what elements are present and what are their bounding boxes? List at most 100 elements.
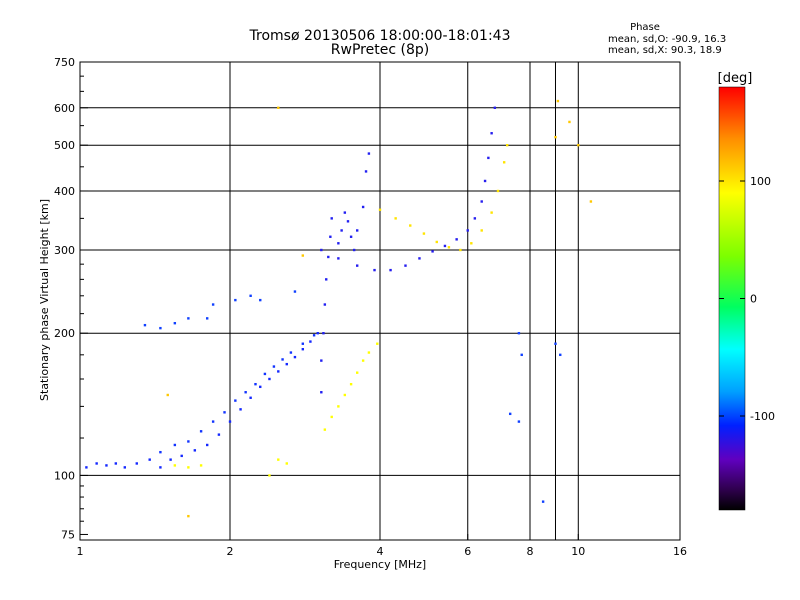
data-point <box>394 217 397 220</box>
data-point <box>378 208 382 211</box>
data-point <box>211 420 215 423</box>
phase-stats-x: mean, sd,X: 90.3, 18.9 <box>608 45 722 56</box>
data-point <box>418 257 421 260</box>
data-point <box>95 462 98 465</box>
y-axis-label: Stationary phase Virtual Height [km] <box>38 199 51 401</box>
y-axis-ticks: 75 100 200 300 400 500 600 750 <box>54 56 88 541</box>
data-point <box>234 399 237 402</box>
colorbar-tick-label: -100 <box>750 410 775 423</box>
data-point <box>349 382 353 386</box>
data-point <box>199 430 203 433</box>
data-point <box>343 393 347 397</box>
data-point <box>268 474 271 477</box>
x-tick-label: 2 <box>227 545 234 558</box>
data-point <box>239 408 242 411</box>
phase-stats-o: mean, sd,O: -90.9, 16.3 <box>608 34 726 45</box>
data-point <box>259 385 262 389</box>
y-tick-label: 200 <box>54 327 75 340</box>
data-point <box>337 257 340 260</box>
x-tick-label: 8 <box>527 545 534 558</box>
data-point <box>343 211 347 214</box>
data-point <box>173 464 177 467</box>
data-point <box>187 317 190 320</box>
data-point <box>470 242 473 245</box>
data-point <box>337 242 340 245</box>
data-point <box>309 340 312 343</box>
data-point <box>205 317 209 320</box>
data-point <box>85 466 88 469</box>
data-point <box>187 514 190 518</box>
data-point <box>367 351 371 354</box>
data-point <box>505 143 509 147</box>
y-tick-label: 400 <box>54 185 75 198</box>
data-point <box>135 462 138 465</box>
data-point <box>180 454 183 458</box>
data-point <box>285 462 288 465</box>
data-point <box>249 294 252 297</box>
colorbar-tick-label: 0 <box>750 293 757 306</box>
x-axis-ticks: 1 2 4 6 8 10 16 <box>77 534 687 558</box>
data-point <box>268 377 271 381</box>
data-point <box>554 342 557 345</box>
data-point <box>123 466 126 469</box>
data-point <box>205 443 209 447</box>
data-point <box>316 332 319 335</box>
data-point <box>541 500 545 503</box>
data-point <box>301 347 305 351</box>
x-tick-label: 6 <box>464 545 471 558</box>
data-point <box>473 217 477 220</box>
data-point <box>293 355 297 359</box>
data-point <box>340 229 343 232</box>
data-point <box>223 411 226 414</box>
x-axis-label: Frequency [MHz] <box>334 558 426 571</box>
data-point <box>249 396 252 399</box>
data-point <box>327 255 330 259</box>
data-point <box>502 161 506 164</box>
data-point <box>520 353 523 357</box>
data-point <box>323 428 327 431</box>
data-point <box>285 362 288 366</box>
data-point <box>490 211 493 214</box>
data-point <box>143 323 147 327</box>
data-point <box>466 229 469 232</box>
grid-lines <box>80 62 680 540</box>
data-point <box>376 342 379 345</box>
data-point <box>272 365 276 368</box>
chart-title: Tromsø 20130506 18:00:00-18:01:43 <box>249 28 511 44</box>
x-tick-label: 10 <box>571 545 585 558</box>
data-point <box>346 220 350 223</box>
data-point <box>148 458 151 461</box>
data-point <box>277 458 280 461</box>
data-point <box>330 415 333 419</box>
data-point <box>554 135 557 139</box>
x-tick-label: 4 <box>377 545 384 558</box>
y-tick-label: 600 <box>54 102 75 115</box>
data-point <box>320 359 323 362</box>
data-point <box>159 326 162 330</box>
colorbar-label: [deg] <box>718 71 753 86</box>
data-point <box>487 156 490 160</box>
data-point <box>173 443 177 447</box>
data-point <box>277 370 280 373</box>
data-point <box>159 450 162 454</box>
data-point <box>228 420 232 423</box>
data-point <box>244 391 247 394</box>
data-point <box>364 170 368 173</box>
y-tick-label: 750 <box>54 56 75 69</box>
data-point <box>559 353 562 357</box>
data-point <box>159 466 162 469</box>
data-point <box>234 298 237 302</box>
data-point <box>367 152 371 155</box>
chart-subtitle: RwPretec (8p) <box>331 42 429 58</box>
data-point <box>422 232 426 235</box>
data-point <box>404 264 407 267</box>
data-point <box>568 120 571 124</box>
data-point <box>355 264 359 267</box>
data-point <box>409 224 412 227</box>
data-points <box>85 99 593 518</box>
data-point <box>166 393 169 397</box>
data-point <box>323 303 327 306</box>
data-point <box>361 359 365 362</box>
data-point <box>301 342 305 345</box>
data-point <box>325 278 328 281</box>
